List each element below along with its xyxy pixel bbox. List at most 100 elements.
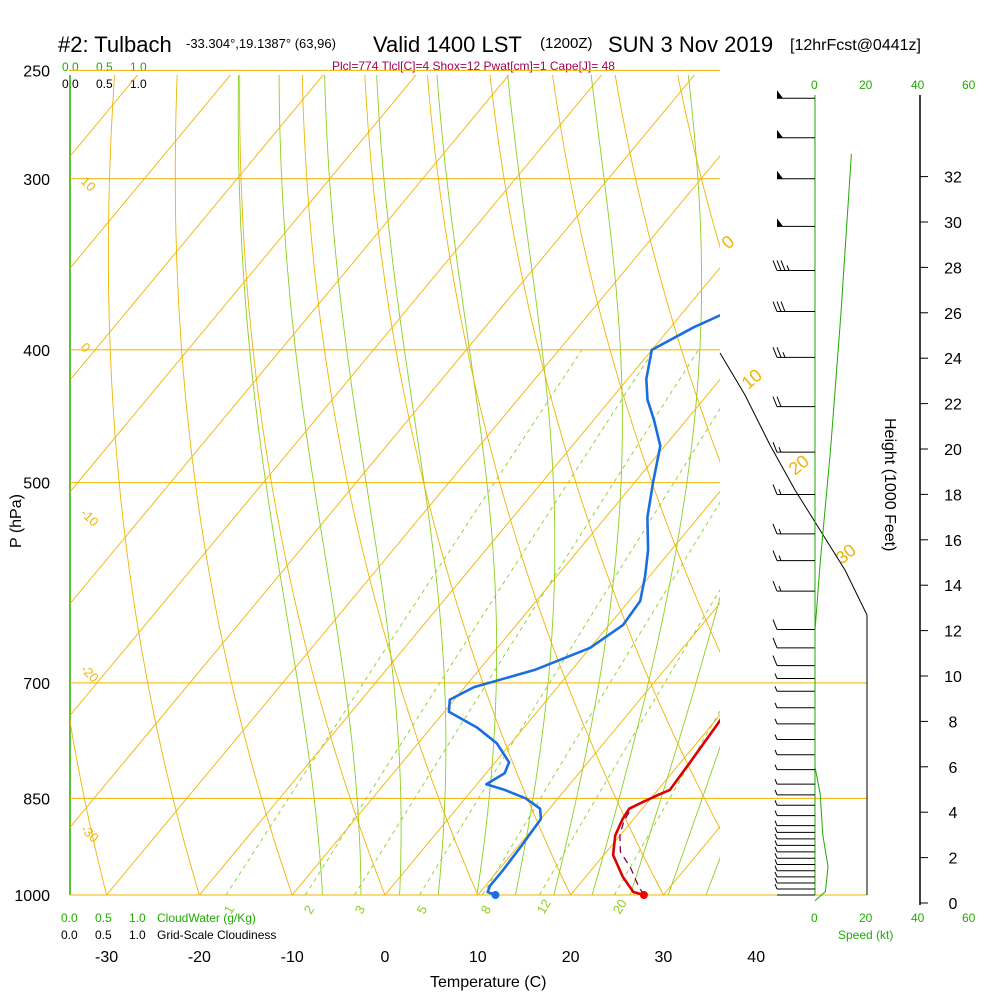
- wind-barb-half-flag: [774, 734, 778, 740]
- height-tick-label: 30: [944, 215, 962, 232]
- wind-barb-half-flag: [774, 840, 778, 846]
- isotherm-label: 10: [78, 174, 99, 195]
- height-tick-label: 28: [944, 260, 962, 277]
- mixing-ratio-label: 2: [301, 903, 318, 917]
- wind-speed-profile: [814, 153, 852, 902]
- mixing-ratio-label: 12: [534, 896, 554, 916]
- dry-adiabat: [981, 46, 1000, 924]
- dry-adiabat-label: 10: [738, 365, 766, 393]
- dry-adiabat: [107, 75, 200, 895]
- sounding-trace: [447, 313, 720, 895]
- temperature-tick-label: 30: [655, 949, 673, 966]
- dry-adiabat: [552, 75, 720, 653]
- sounding-parameters: Plcl=774 Tlcl[C]=4 Shox=12 Pwat[cm]=1 Ca…: [332, 59, 615, 73]
- wind-barb-half-flag: [774, 800, 778, 806]
- cloud-scale-bottom: 0.0 0.5 1.0 CloudWater (g/Kg) 0.0 0.5 1.…: [61, 911, 276, 942]
- cloud-tick-0-bottom: 0.0: [61, 911, 78, 925]
- wind-barb-flag: [776, 301, 782, 312]
- isotherm-line: [70, 75, 603, 717]
- cloud-tick-1-bottom: 0.5: [95, 911, 112, 925]
- temperature-tick-label: -10: [281, 949, 304, 966]
- sounding-trace: [611, 718, 720, 895]
- isotherm-line: [70, 75, 324, 381]
- mixing-ratio-label: 3: [352, 903, 369, 917]
- isotherms: [70, 75, 720, 895]
- isotherm-line: [198, 267, 720, 895]
- cloud-tick-2-bottom: 1.0: [129, 911, 146, 925]
- cloudiness-label: Grid-Scale Cloudiness: [157, 928, 276, 942]
- pressure-tick-label: 500: [23, 476, 50, 493]
- height-tick-label: 2: [949, 851, 958, 868]
- cloudiness-tick-2-top: 1.0: [130, 77, 147, 91]
- sounding-profiles: [447, 313, 720, 895]
- dry-adiabat: [0, 46, 20, 924]
- isobars: [70, 69, 867, 896]
- speed-tick-2-top: 40: [911, 78, 925, 92]
- wind-barb-half-flag: [774, 883, 778, 890]
- wind-barb-half-flag: [786, 265, 790, 271]
- height-tick-label: 14: [944, 578, 962, 595]
- speed-label: Speed (kt): [838, 928, 893, 942]
- station-location: -33.304°,19.1387° (63,96): [186, 36, 336, 51]
- cloudiness-tick-2-bottom: 1.0: [129, 928, 146, 942]
- wind-barb-half-flag: [778, 528, 782, 535]
- moist-adiabat: [553, 75, 623, 895]
- height-tick-label: 32: [944, 170, 962, 187]
- wind-barb-flag: [772, 580, 778, 592]
- moist-adiabat: [591, 75, 703, 895]
- pressure-axis: 1000 850 700 500 400 300 250: [14, 63, 50, 905]
- dry-adiabat: [427, 75, 664, 895]
- moist-adiabat: [667, 745, 720, 895]
- speed-tick-0-top: 0: [811, 78, 818, 92]
- diagram-boundary: [719, 352, 868, 895]
- wind-barb-flag: [780, 260, 786, 271]
- wind-barb-flag: [772, 484, 778, 495]
- pressure-axis-label: P (hPa): [8, 494, 25, 548]
- height-tick-label: 12: [944, 624, 962, 641]
- dry-adiabat-label: 20: [785, 451, 813, 479]
- temperature-tick-label: 20: [562, 949, 580, 966]
- forecast-date: SUN 3 Nov 2019: [608, 32, 773, 57]
- pressure-tick-label: 400: [23, 343, 50, 360]
- forecast-label: [12hrFcst@0441z]: [790, 37, 921, 54]
- station-name: #2: Tulbach: [58, 32, 172, 57]
- wind-barb-half-flag: [774, 764, 778, 770]
- wind-barb-half-flag: [774, 865, 778, 871]
- isotherm-label: 0: [78, 340, 94, 356]
- temperature-axis: -30 -20 -10 0 10 20 30 40: [95, 949, 765, 966]
- speed-tick-1-bottom: 20: [859, 911, 873, 925]
- wind-barb-half-flag: [774, 686, 778, 692]
- speed-tick-3-bottom: 60: [962, 911, 976, 925]
- mixing-ratio-line: [225, 349, 583, 895]
- valid-time: Valid 1400 LST: [373, 32, 522, 57]
- isotherm-line: [291, 378, 720, 895]
- wind-barb-flag: [772, 619, 778, 630]
- surface-markers: [491, 891, 648, 899]
- moist-adiabat: [376, 75, 447, 895]
- height-tick-label: 18: [944, 487, 962, 504]
- height-tick-label: 26: [944, 306, 962, 323]
- wind-barb-half-flag: [774, 827, 778, 833]
- wind-barb-half-flag: [774, 749, 778, 755]
- pressure-tick-label: 300: [23, 172, 50, 189]
- speed-scale-bottom: 0 20 40 60 Speed (kt): [811, 911, 976, 942]
- height-tick-label: 8: [949, 714, 958, 731]
- wind-barb-half-flag: [778, 555, 782, 561]
- dry-adiabat: [174, 75, 293, 895]
- isotherm-label: -10: [78, 506, 102, 530]
- temperature-tick-label: -30: [95, 949, 118, 966]
- moist-adiabat: [629, 595, 720, 895]
- wind-barb-flag: [780, 301, 786, 312]
- wind-barb-pennant: [777, 90, 783, 99]
- wind-barb-flag: [776, 396, 782, 407]
- pressure-tick-label: 250: [23, 63, 50, 80]
- dry-adiabat: [239, 75, 386, 895]
- height-tick-label: 20: [944, 442, 962, 459]
- wind-barb-flag: [772, 260, 778, 271]
- isotherm-line: [570, 714, 720, 895]
- wind-barb-half-flag: [774, 810, 778, 816]
- wind-barb-flag: [772, 637, 778, 649]
- wind-barb-half-flag: [774, 846, 778, 853]
- wind-barb-half-flag: [774, 820, 778, 826]
